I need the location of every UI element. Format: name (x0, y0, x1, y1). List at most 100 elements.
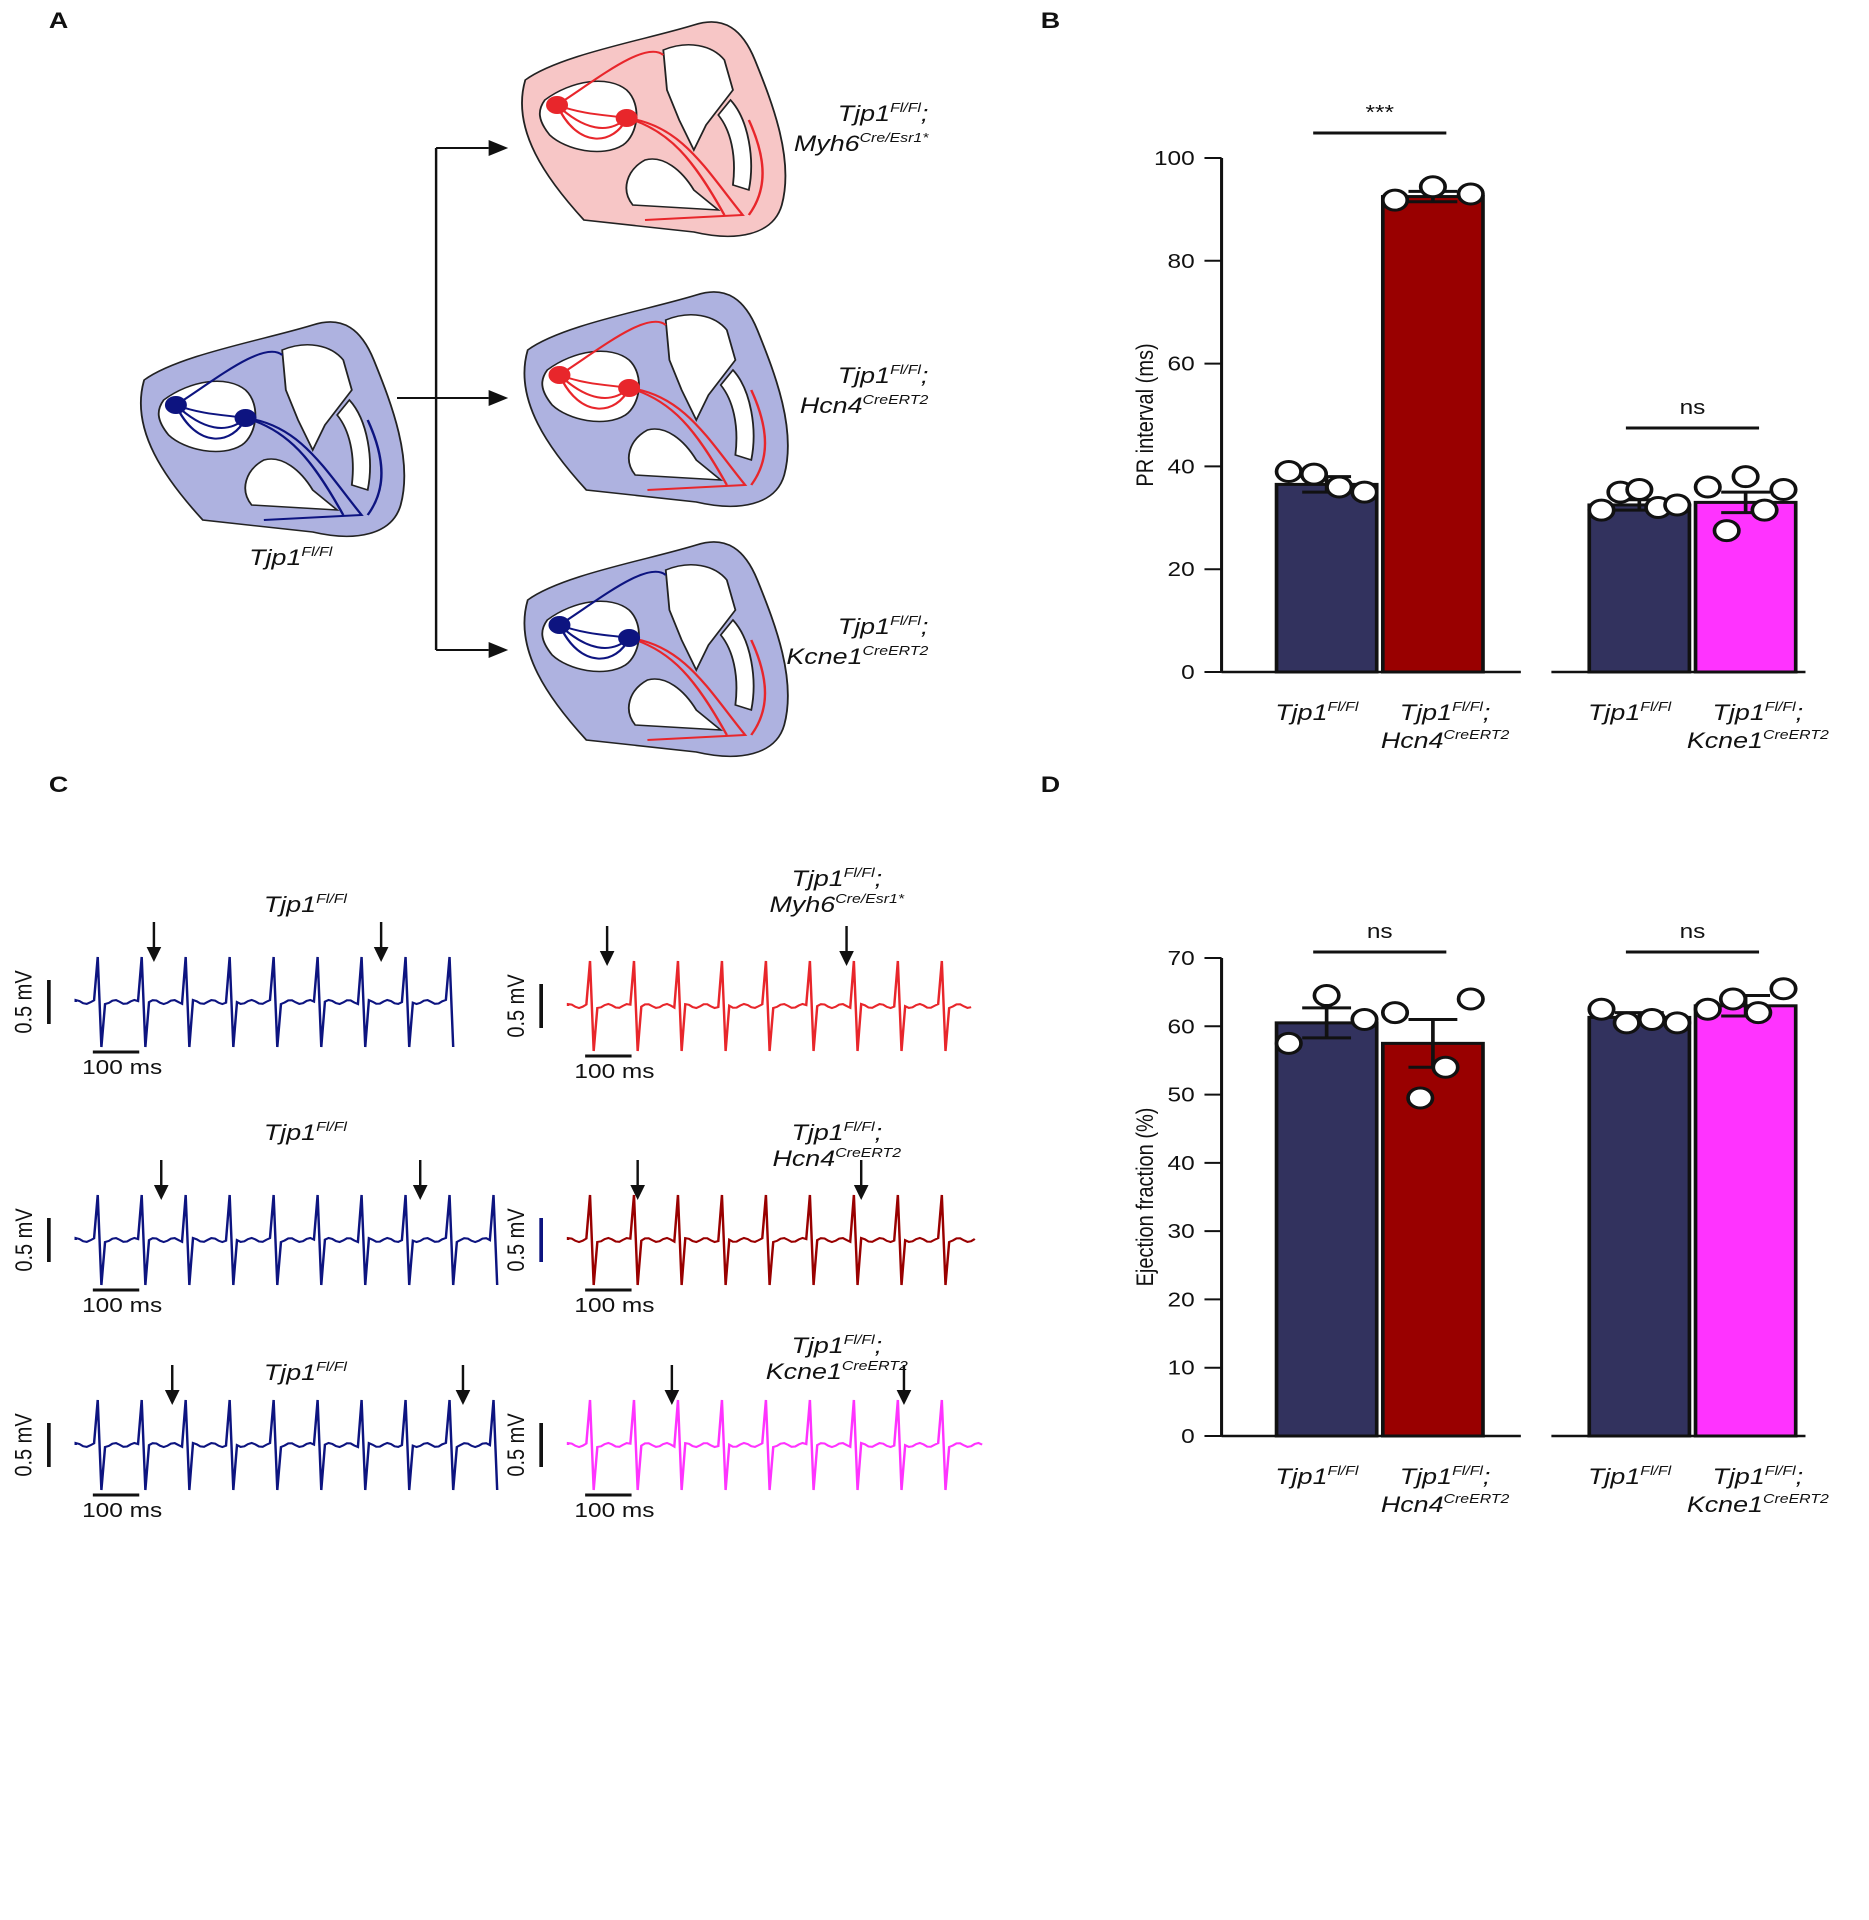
data-point (1456, 182, 1485, 206)
data-point (1693, 997, 1722, 1021)
time-scale-label: 100 ms (574, 1060, 654, 1082)
gene: Tjp1 (1400, 701, 1452, 725)
separator: ; (875, 1334, 882, 1358)
allele: Fl/Fl (316, 892, 348, 906)
allele: Fl/Fl (1452, 700, 1484, 714)
y-axis-label: PR interval (ms) (1131, 343, 1158, 486)
chamber (719, 368, 755, 462)
genotype-label: Tjp1Fl/Fl; (791, 1333, 882, 1358)
node (615, 109, 638, 127)
gene: Tjp1 (838, 615, 890, 639)
data-point (1312, 984, 1341, 1008)
genotype-label: Tjp1Fl/Fl; (838, 614, 929, 639)
conduction-line (628, 387, 748, 491)
y-tick-label: 60 (1168, 353, 1195, 375)
data-point (1431, 1055, 1460, 1079)
allele: CreERT2 (842, 1359, 908, 1373)
panel-letter: B (1041, 9, 1060, 33)
allele: Fl/Fl (1765, 1464, 1797, 1478)
data-point (1299, 462, 1329, 486)
separator: ; (1483, 701, 1490, 725)
chamber (664, 564, 737, 673)
genotype-label: Tjp1Fl/Fl; (1400, 700, 1491, 725)
event-arrow-head (664, 1390, 680, 1405)
conduction-line (750, 389, 767, 486)
heart (523, 541, 789, 758)
separator: ; (875, 1121, 882, 1145)
genotype-label: Hcn4CreERT2 (1381, 1492, 1510, 1517)
genotype-label: Tjp1Fl/Fl (264, 1360, 348, 1385)
data-point (1712, 519, 1741, 543)
separator: ; (921, 615, 928, 639)
y-tick-label: 20 (1168, 558, 1195, 580)
conduction-line (628, 387, 728, 486)
data-point (1380, 188, 1410, 212)
bar (1587, 503, 1692, 674)
separator: ; (921, 364, 928, 388)
gene: Hcn4 (1381, 729, 1444, 753)
chamber (336, 398, 371, 492)
node (234, 409, 257, 427)
allele: Fl/Fl (1765, 700, 1797, 714)
conduction-line (245, 417, 345, 516)
data-point (1406, 1086, 1435, 1110)
bar (1693, 500, 1798, 674)
data-point (1612, 1011, 1641, 1035)
arrows (397, 147, 489, 651)
genotype-label: Kcne1CreERT2 (766, 1359, 908, 1384)
event-arrow-head (896, 1390, 912, 1405)
chamber (627, 428, 724, 481)
genotype-label: Tjp1Fl/Fl; (791, 866, 882, 891)
data-point (1274, 460, 1303, 484)
time-scale-label: 100 ms (82, 1056, 162, 1078)
allele: Cre/Esr1* (860, 131, 930, 145)
y-tick-label: 10 (1168, 1357, 1195, 1379)
gene: Tjp1 (264, 1121, 316, 1145)
conduction-line (366, 419, 383, 516)
gene: Tjp1 (1275, 1465, 1327, 1489)
genotype-label: Tjp1Fl/Fl (264, 892, 348, 917)
chamber (627, 678, 724, 731)
heart (521, 21, 787, 238)
allele: CreERT2 (835, 1146, 901, 1160)
allele: Fl/Fl (1328, 700, 1360, 714)
significance-label: ns (1367, 920, 1393, 942)
event-arrow-head (839, 951, 854, 966)
data-point (1744, 1001, 1773, 1025)
genotype-label: Hcn4CreERT2 (800, 393, 929, 418)
genotype-label: Tjp1Fl/Fl (1588, 1464, 1672, 1489)
chamber (625, 158, 721, 211)
allele: Fl/Fl (890, 101, 922, 115)
allele: CreERT2 (863, 393, 929, 407)
gene: Tjp1 (264, 893, 316, 917)
data-point (1625, 478, 1654, 502)
significance-label: *** (1366, 101, 1395, 123)
data-point (1637, 1007, 1667, 1031)
y-tick-label: 20 (1168, 1289, 1195, 1311)
significance-label: ns (1680, 920, 1706, 942)
data-point (1663, 493, 1692, 517)
ecg-trace (74, 956, 455, 1048)
heart (139, 321, 406, 538)
gene: Myh6 (770, 893, 836, 917)
gene: Tjp1 (791, 867, 843, 891)
conduction-line (558, 570, 667, 626)
y-tick-label: 60 (1168, 1015, 1195, 1037)
genotype-label: Tjp1Fl/Fl; (1713, 1464, 1804, 1489)
gene: Hcn4 (1381, 1493, 1444, 1517)
gene: Tjp1 (1275, 701, 1327, 725)
event-arrow-head (146, 947, 162, 962)
chamber (719, 618, 755, 712)
gene: Tjp1 (249, 546, 301, 570)
conduction-line (628, 637, 748, 741)
node (618, 379, 641, 397)
genotype-label: Tjp1Fl/Fl; (838, 101, 929, 126)
event-arrow-head (373, 947, 389, 962)
data-point (1587, 997, 1616, 1021)
genotype-label: Tjp1Fl/Fl (1588, 700, 1672, 725)
time-scale-label: 100 ms (574, 1499, 654, 1521)
ecg-trace (74, 1399, 499, 1491)
y-tick-label: 70 (1168, 947, 1195, 969)
genotype-label: Tjp1Fl/Fl; (1400, 1464, 1491, 1489)
data-point (1769, 478, 1798, 502)
